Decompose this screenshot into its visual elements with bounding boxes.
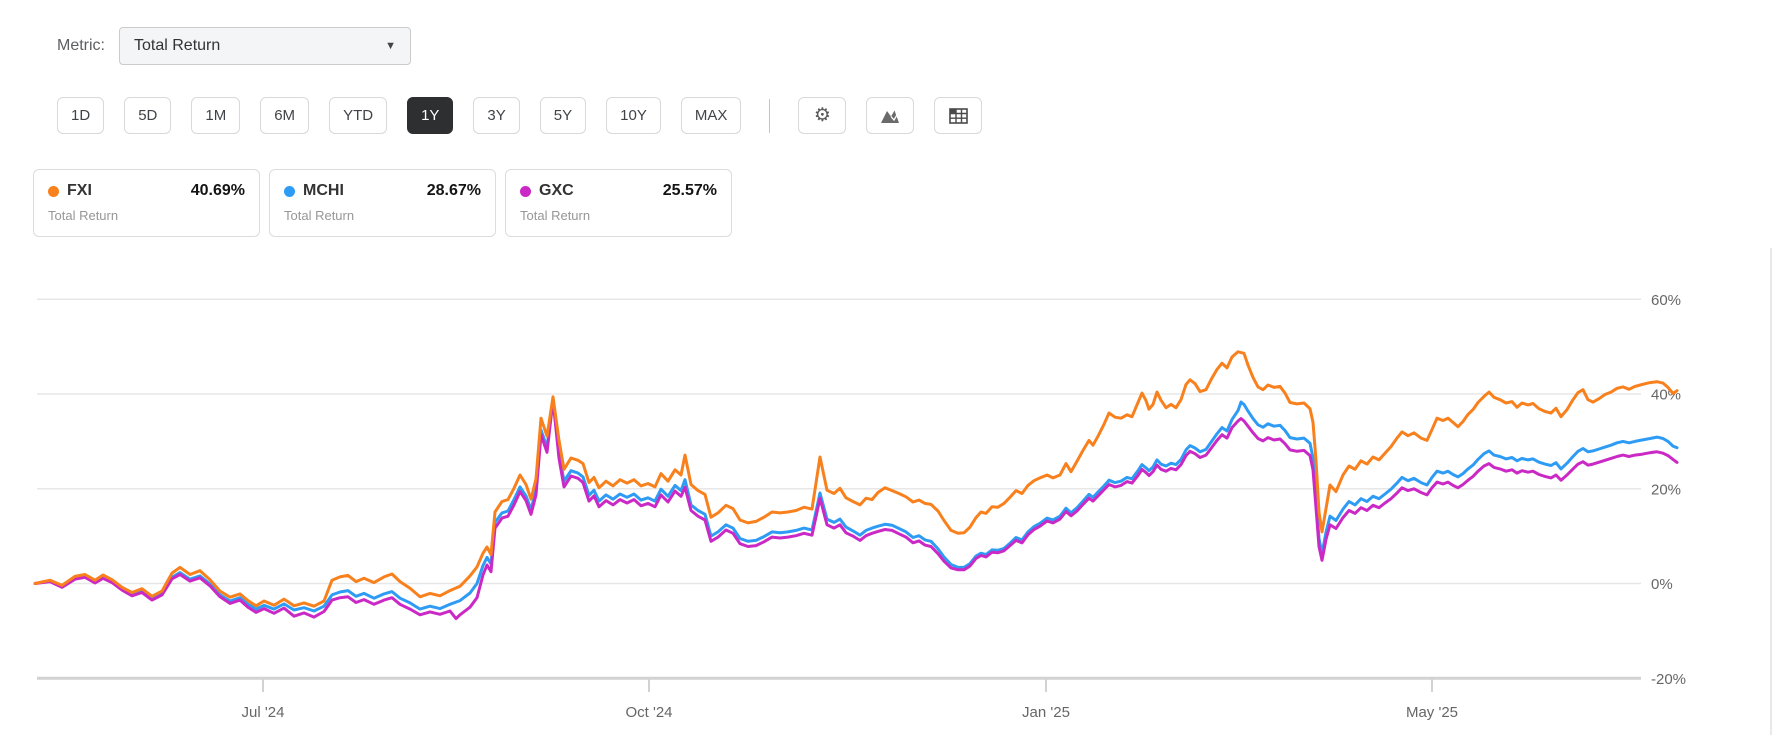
legend-row: FXI 40.69% Total Return MCHI 28.67% Tota… <box>33 169 732 237</box>
metric-label: Metric: <box>57 37 105 54</box>
series-line-gxc[interactable] <box>33 398 1679 621</box>
range-button-ytd[interactable]: YTD <box>329 97 388 134</box>
toolbar-divider <box>769 98 771 133</box>
x-axis-label: Oct '24 <box>625 704 672 721</box>
range-button-6m[interactable]: 6M <box>260 97 310 134</box>
y-axis-label: 20% <box>1651 481 1681 498</box>
range-buttons: 1D 5D 1M 6M YTD 1Y 3Y 5Y 10Y MAX <box>57 97 742 134</box>
range-toolbar: 1D 5D 1M 6M YTD 1Y 3Y 5Y 10Y MAX ⚙ <box>57 97 983 134</box>
metric-sublabel: Total Return <box>284 208 355 223</box>
range-button-1d[interactable]: 1D <box>57 97 105 134</box>
legend-card-header: FXI 40.69% <box>48 182 245 200</box>
ticker-label: MCHI <box>303 182 344 199</box>
metric-dropdown-value: Total Return <box>134 37 221 54</box>
range-button-1m[interactable]: 1M <box>191 97 241 134</box>
y-axis-label: 60% <box>1651 292 1681 309</box>
return-value: 25.57% <box>662 182 717 199</box>
legend-card-mchi[interactable]: MCHI 28.67% Total Return <box>269 169 496 237</box>
x-axis-label: Jul '24 <box>242 704 285 721</box>
return-value: 28.67% <box>426 182 481 199</box>
legend-card-header: MCHI 28.67% <box>284 182 481 200</box>
gear-icon: ⚙ <box>813 105 831 126</box>
metric-sublabel: Total Return <box>48 208 119 223</box>
series-line-mchi[interactable] <box>33 399 1679 613</box>
y-axis-label: 40% <box>1651 387 1681 404</box>
area-chart-icon <box>881 110 900 123</box>
table-icon <box>949 107 968 124</box>
series-color-dot <box>48 185 59 197</box>
metric-dropdown[interactable]: Total Return ▼ <box>119 27 411 65</box>
ticker-label: FXI <box>67 182 92 199</box>
x-axis-label: May '25 <box>1406 704 1458 721</box>
chart-type-button[interactable] <box>866 97 915 134</box>
data-table-button[interactable] <box>934 97 983 134</box>
ticker-label: GXC <box>539 182 574 199</box>
metric-sublabel: Total Return <box>520 208 591 223</box>
legend-card-header: GXC 25.57% <box>520 182 717 200</box>
chevron-down-icon: ▼ <box>385 40 396 52</box>
metric-bar: Metric: Total Return ▼ <box>57 27 411 65</box>
x-axis-label: Jan '25 <box>1022 704 1070 721</box>
range-button-1y[interactable]: 1Y <box>407 97 454 134</box>
settings-button[interactable]: ⚙ <box>798 97 847 134</box>
return-value: 40.69% <box>190 182 245 199</box>
range-button-10y[interactable]: 10Y <box>606 97 661 134</box>
y-axis-label: -20% <box>1651 671 1686 688</box>
range-button-5y[interactable]: 5Y <box>539 97 587 134</box>
range-button-5d[interactable]: 5D <box>124 97 172 134</box>
legend-card-gxc[interactable]: GXC 25.57% Total Return <box>505 169 732 237</box>
y-axis-label: 0% <box>1651 576 1673 593</box>
series-color-dot <box>284 185 295 197</box>
range-button-max[interactable]: MAX <box>680 97 742 134</box>
range-button-3y[interactable]: 3Y <box>473 97 520 134</box>
legend-card-fxi[interactable]: FXI 40.69% Total Return <box>33 169 260 237</box>
series-line-fxi[interactable] <box>33 350 1679 608</box>
series-color-dot <box>520 185 531 197</box>
